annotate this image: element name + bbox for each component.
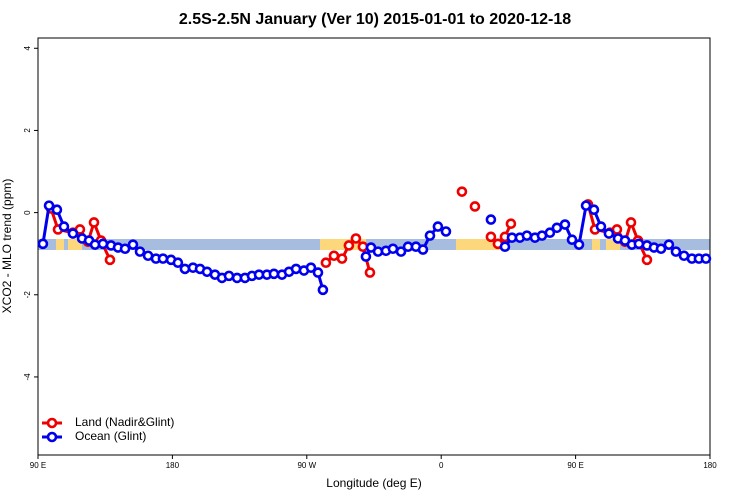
series-point [505,218,517,229]
series-point [588,204,600,216]
series-point [417,244,429,255]
land-band [606,239,620,250]
x-tick-label: 180 [166,461,180,470]
series-point [580,200,592,211]
plot-frame [37,37,711,456]
series-point [357,241,369,253]
land-band [56,239,64,250]
series-point [104,254,116,266]
land-band [456,239,502,250]
x-tick-label: 180 [703,461,717,470]
y-axis-label: XCO2 - MLO trend (ppm) [0,179,14,314]
series-point [343,240,355,251]
legend-label: Land (Nadir&Glint) [75,415,174,429]
series-point [485,231,497,243]
series-point [179,263,191,275]
series-point [157,253,169,264]
series-point [456,186,468,197]
series-point [350,233,362,244]
series-point [566,234,578,246]
series-point [320,257,332,269]
y-tick-label: -4 [23,373,32,381]
y-tick-label: 4 [23,45,32,50]
series-point [641,254,653,266]
series-point [360,251,372,262]
series-point [499,241,511,253]
series-point [700,253,712,264]
series-point [312,267,324,278]
legend-label: Ocean (Glint) [75,429,146,443]
legend-marker [46,431,58,443]
series-point [172,257,184,269]
series-point [432,221,444,232]
series-point [51,204,63,216]
land-band [592,239,600,250]
series-point [670,246,682,257]
x-tick-label: 0 [439,461,444,470]
series-point [559,219,571,230]
series-point [625,217,637,228]
series-point [544,227,556,239]
series-point [521,230,533,241]
chart-title: 2.5S-2.5N January (Ver 10) 2015-01-01 to… [179,11,571,28]
x-tick-label: 90 W [297,461,316,470]
legend-marker [46,417,58,429]
series-point [573,239,585,250]
land-band [320,239,366,250]
series-point [655,243,667,255]
series-point [485,214,497,225]
y-tick-label: -2 [23,291,32,299]
series-point [97,238,109,250]
series-point [305,262,317,273]
series-point [317,284,329,296]
series-point [134,246,146,257]
x-axis-label: Longitude (deg E) [326,476,421,490]
series-point [440,226,452,237]
series-point [424,230,436,241]
series-point [58,221,70,232]
series-point [595,221,607,232]
series-point [611,224,623,235]
series-point [88,217,100,228]
series-point [364,267,376,278]
series-point [603,228,615,239]
series-point [119,243,131,255]
y-tick-label: 2 [23,128,32,133]
series-point [395,246,407,257]
series-point [67,228,79,239]
series-point [633,238,645,250]
y-tick-label: 0 [23,210,32,215]
series-point [663,239,675,250]
x-tick-label: 90 E [567,461,583,470]
series-point [336,253,348,264]
series-point [469,201,481,212]
series-point [223,270,235,282]
x-tick-label: 90 E [30,461,46,470]
land-band [68,239,82,250]
series-point [37,238,49,250]
series-point [43,200,55,211]
series-point [268,268,280,280]
series-point [127,239,139,250]
